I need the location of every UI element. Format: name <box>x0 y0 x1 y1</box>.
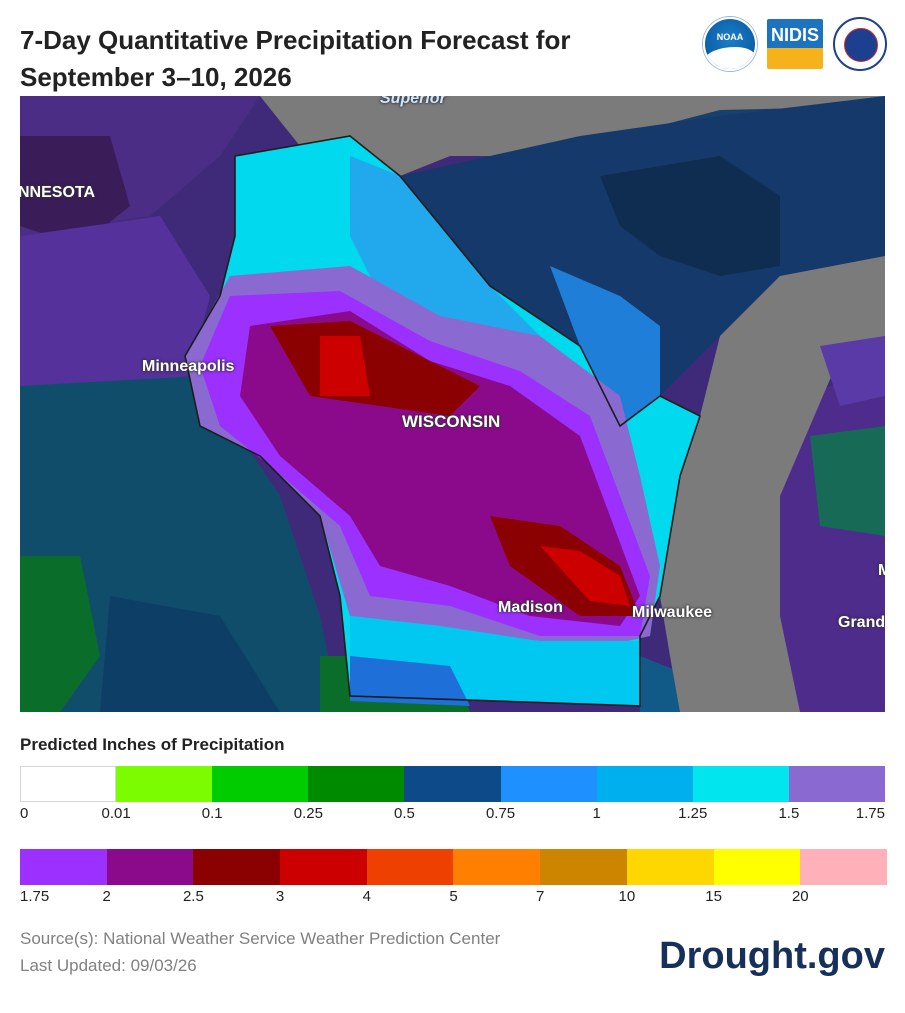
legend-swatch <box>193 849 281 885</box>
legend-swatch <box>20 766 117 802</box>
map-canvas <box>20 96 885 712</box>
noaa-logo[interactable]: NOAA <box>703 17 757 71</box>
title-line-1: 7-Day Quantitative Precipitation Forecas… <box>20 25 571 55</box>
field-minnesota-purple <box>20 216 210 396</box>
band-red-south <box>540 546 630 606</box>
legend-ticks-row-2: 1.75 2 2.5 3 4 5 7 10 15 20 <box>20 888 885 908</box>
legend-swatch <box>20 849 107 885</box>
precipitation-map: Superior NNESOTA Minneapolis WISCONSIN M… <box>20 96 885 712</box>
label-grand: Grand <box>838 614 885 631</box>
legend-tick-label: 0.1 <box>201 805 223 822</box>
legend-tick-label: 0.01 <box>101 805 131 822</box>
legend-tick-label: 5 <box>449 888 458 905</box>
legend-tick-label: 2 <box>102 888 111 905</box>
legend-swatch <box>280 849 367 885</box>
label-milwaukee: Milwaukee <box>632 604 713 621</box>
legend-tick-label: 1.25 <box>678 805 708 822</box>
legend-tick-label: 0.5 <box>394 805 415 822</box>
band-southwest-blue <box>350 656 470 706</box>
drought-gov-brand[interactable]: Drought.gov <box>659 935 885 977</box>
legend-tick-label: 4 <box>362 888 371 905</box>
legend-tick-label: 1.5 <box>778 805 800 822</box>
legend-swatch <box>308 766 405 802</box>
legend-title: Predicted Inches of Precipitation <box>20 735 285 754</box>
legend-tick-label: 7 <box>536 888 545 905</box>
field-northern-michigan <box>820 336 885 406</box>
legend-swatch <box>212 766 309 802</box>
wisconsin-northeast-blue <box>550 266 660 426</box>
label-wisconsin: WISCONSIN <box>402 412 501 431</box>
label-minneapolis: Minneapolis <box>142 358 235 375</box>
nidis-logo-text: NIDIS <box>770 25 819 45</box>
wisconsin-outline <box>184 135 701 707</box>
legend-tick-label: 1.75 <box>20 888 50 905</box>
legend-tick-label: 0.25 <box>293 805 323 822</box>
field-upper-peninsula <box>400 96 885 426</box>
legend-tick-label: 1.75 <box>855 805 885 822</box>
legend-swatch <box>713 849 801 885</box>
legend-swatch <box>106 849 194 885</box>
source-text: Source(s): National Weather Service Weat… <box>20 929 501 948</box>
last-updated-text: Last Updated: 09/03/26 <box>20 956 197 975</box>
legend-swatch <box>800 849 887 885</box>
noaa-wave-icon <box>705 47 755 69</box>
nws-emblem-icon <box>844 28 878 62</box>
noaa-logo-text: NOAA <box>716 32 744 42</box>
legend-swatch <box>500 766 597 802</box>
legend-swatch <box>366 849 454 885</box>
legend-tick-label: 20 <box>791 888 809 905</box>
label-edge-m: M <box>878 562 885 579</box>
label-madison: Madison <box>498 599 563 616</box>
legend-swatch <box>626 849 714 885</box>
legend-swatch <box>540 849 627 885</box>
field-iowa-navy <box>100 596 280 712</box>
field-southwest-teal <box>20 376 340 712</box>
page-title: 7-Day Quantitative Precipitation Forecas… <box>20 22 660 96</box>
nidis-logo[interactable]: NIDIS <box>767 19 823 69</box>
logo-group: NOAA NIDIS <box>703 16 887 72</box>
legend-scale-row-2 <box>20 849 887 885</box>
field-southwest-green <box>20 556 100 712</box>
legend-swatch <box>692 766 789 802</box>
legend-ticks-row-1: 0 0.01 0.1 0.25 0.5 0.75 1 1.25 1.5 1.75 <box>20 805 885 825</box>
nws-logo[interactable] <box>833 17 887 71</box>
legend-scale-row-1 <box>20 766 885 802</box>
legend-swatch <box>404 766 501 802</box>
legend-tick-label: 2.5 <box>182 888 204 905</box>
lake-superior <box>260 96 885 176</box>
legend-swatch <box>453 849 541 885</box>
legend-tick-label: 0 <box>20 805 29 822</box>
legend-tick-label: 1 <box>592 805 601 822</box>
label-minnesota: NNESOTA <box>20 184 96 201</box>
field-upper-peninsula-dark <box>600 156 780 276</box>
band-red-north <box>320 336 370 396</box>
field-michigan-teal <box>810 426 885 536</box>
field-minnesota-dark <box>20 136 130 246</box>
legend-tick-label: 15 <box>705 888 722 905</box>
legend-swatch <box>596 766 693 802</box>
legend-swatch <box>116 766 213 802</box>
legend-tick-label: 3 <box>275 888 285 905</box>
legend-tick-label: 0.75 <box>485 805 516 822</box>
title-line-2: September 3–10, 2026 <box>20 62 292 92</box>
legend-swatch <box>788 766 885 802</box>
label-lake-superior: Superior <box>380 96 446 107</box>
source-block: Source(s): National Weather Service Weat… <box>20 925 500 979</box>
legend-tick-label: 10 <box>618 888 636 905</box>
